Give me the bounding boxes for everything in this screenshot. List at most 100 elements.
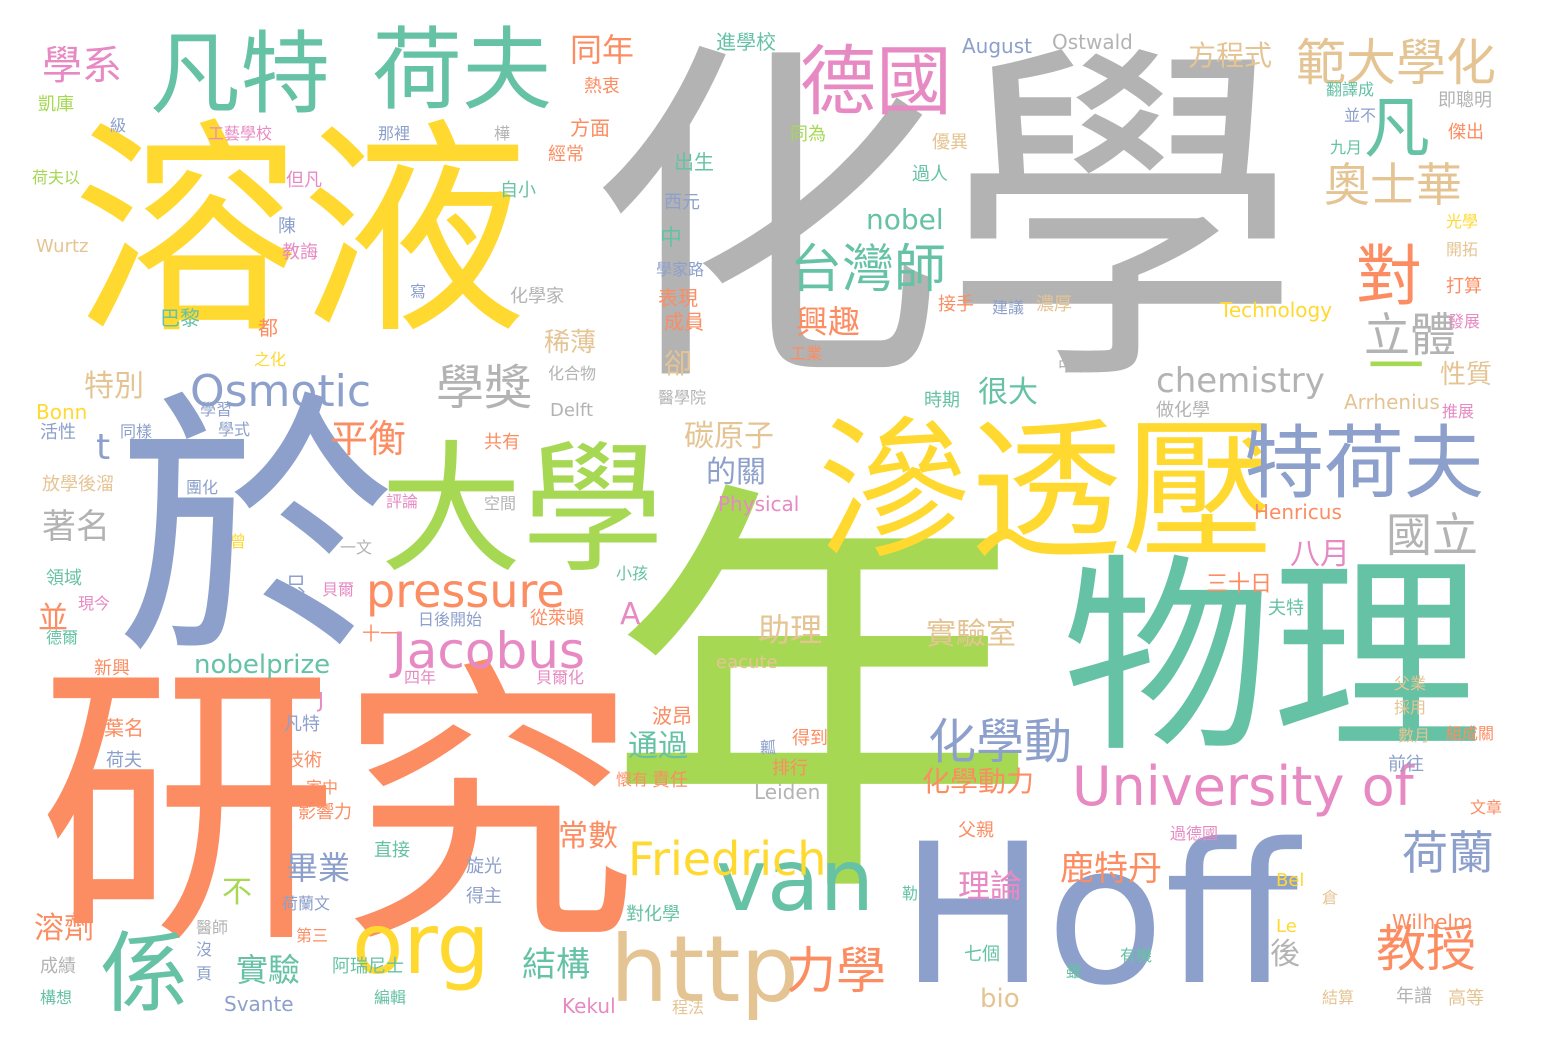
word: http — [610, 916, 799, 1023]
word: 荷蘭文 — [282, 894, 331, 913]
word: J — [318, 688, 324, 712]
word: 放學後溜 — [42, 474, 114, 495]
word: 領域 — [46, 568, 82, 589]
word: pressure — [366, 564, 565, 618]
word: 傑出 — [1448, 122, 1484, 143]
word: 時期 — [924, 390, 960, 411]
word: 日後開始 — [418, 610, 483, 629]
word: 但凡 — [286, 170, 322, 191]
word: 採用 — [1394, 698, 1427, 717]
word: 同為 — [790, 124, 826, 145]
word: org — [352, 895, 490, 993]
word: 推展 — [1442, 402, 1475, 421]
word: 巴黎 — [160, 306, 200, 330]
word: 荷夫 — [106, 750, 142, 771]
word: van — [716, 831, 875, 931]
word: 平衡 — [330, 417, 407, 461]
word: 成績 — [40, 956, 76, 977]
word: 經常 — [548, 144, 584, 165]
word: 表現 — [658, 286, 698, 310]
word: 優異 — [932, 132, 968, 153]
word: 工藝學校 — [208, 124, 273, 143]
word: 中 — [660, 226, 683, 251]
word: 父親 — [958, 820, 994, 841]
word: 卻 — [664, 347, 693, 380]
word: 做化學 — [1156, 400, 1210, 421]
word: 學系 — [42, 43, 122, 89]
word: 對 — [1356, 238, 1422, 315]
word: 醫學院 — [658, 388, 707, 407]
word: 從萊頓 — [530, 608, 584, 629]
word: 畢業 — [286, 849, 351, 887]
word: 曾 — [230, 532, 247, 551]
word: 打算 — [1446, 276, 1482, 297]
word: t — [96, 427, 111, 468]
word: 德國 — [800, 37, 952, 126]
word: 對化學 — [626, 904, 680, 925]
word: 技術 — [286, 750, 322, 771]
word: Wilhelm — [1392, 910, 1473, 934]
word: 通過 — [628, 729, 688, 764]
word: 興趣 — [796, 303, 861, 341]
word: 凡 — [1364, 90, 1430, 167]
word: 化學家 — [510, 286, 564, 307]
word: Hoff — [900, 802, 1299, 1028]
word: 貝爾 — [322, 580, 355, 599]
word: 的關 — [706, 455, 766, 490]
word: 溶劑 — [34, 911, 94, 946]
word: eacute — [716, 652, 778, 673]
word: 瓤 — [760, 738, 777, 757]
word: 影響力 — [298, 802, 352, 823]
word: 化學動 — [928, 714, 1073, 770]
word: 翻譯成 — [1326, 80, 1375, 99]
word: Henricus — [1254, 500, 1342, 524]
word: Wurtz — [36, 236, 89, 257]
word: 發展 — [1448, 312, 1481, 331]
word: 共有 — [484, 432, 520, 453]
word: 排行 — [772, 758, 808, 779]
word: 熱衷 — [584, 76, 620, 97]
word: 大學 — [380, 428, 664, 593]
word: 不 — [222, 875, 252, 910]
word: 年譜 — [1396, 986, 1432, 1007]
word: 力學 — [786, 942, 886, 1000]
word: 並不 — [1344, 106, 1377, 125]
word: 凱庫 — [38, 94, 74, 115]
word: 係 — [100, 922, 189, 1025]
word: 台灣師 — [790, 240, 947, 300]
word: 即聰明 — [1438, 90, 1492, 111]
word: 十一 — [362, 624, 398, 645]
word: 教授 — [1376, 920, 1476, 978]
word: Technology — [1220, 298, 1333, 322]
word: 荷夫 — [372, 18, 552, 123]
word: 進學校 — [716, 30, 776, 54]
word: 學習 — [200, 400, 233, 419]
word: 接手 — [938, 294, 974, 315]
word: 醫師 — [196, 918, 229, 937]
word: 國立 — [1386, 508, 1478, 562]
word: 都 — [258, 316, 278, 340]
word: 文章 — [1470, 798, 1503, 817]
word: 新興 — [94, 658, 130, 679]
word: 方面 — [570, 116, 610, 140]
word: 得到 — [792, 728, 828, 749]
word: University of — [1072, 755, 1414, 818]
word: 八月 — [1290, 537, 1350, 572]
word: 實驗室 — [926, 617, 1016, 652]
word: 團化 — [186, 478, 219, 497]
word: 後 — [1270, 937, 1300, 972]
word: 自小 — [500, 180, 536, 201]
word: 於 — [116, 369, 396, 695]
word: 出生 — [674, 150, 714, 174]
word: 年 — [606, 448, 1038, 951]
word: 直接 — [374, 840, 410, 861]
word: 助理 — [758, 611, 823, 649]
word: 有機 — [1120, 946, 1153, 965]
word: 家中 — [306, 778, 339, 797]
word: 勒 — [902, 884, 919, 903]
word: 成員 — [664, 310, 704, 334]
word: Friedrich — [628, 832, 827, 886]
word: 九月 — [1330, 138, 1363, 157]
word: 化學 — [588, 15, 1300, 429]
word: 結構 — [522, 945, 590, 985]
